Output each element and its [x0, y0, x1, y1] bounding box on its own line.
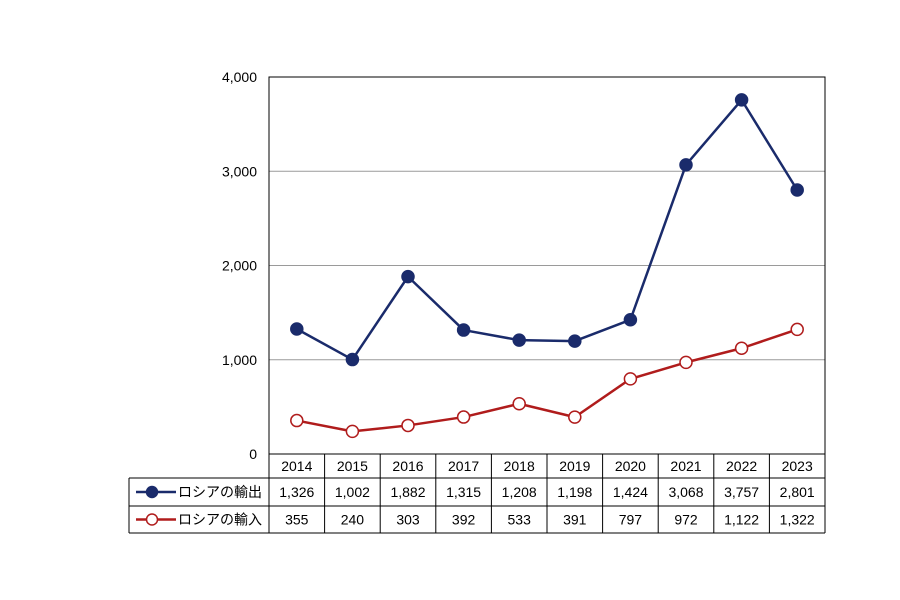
data-point	[512, 397, 526, 411]
data-label: 1,208	[502, 484, 537, 500]
data-point	[790, 322, 804, 337]
data-point	[679, 158, 693, 172]
x-tick-label: 2023	[782, 458, 813, 474]
x-tick-label: 2018	[504, 458, 535, 474]
data-point	[512, 333, 526, 347]
data-label: 1,322	[780, 512, 815, 528]
data-label: 1,122	[724, 512, 759, 528]
x-tick-label: 2020	[615, 458, 646, 474]
data-table: 2014 2015 2016 2017 2018 2019 2020 2021 2022 2023…	[128, 453, 826, 534]
data-point	[734, 341, 749, 356]
data-label: 797	[619, 512, 643, 528]
data-label: 392	[452, 512, 476, 528]
data-label: 2,801	[780, 484, 815, 500]
data-point	[345, 352, 360, 367]
data-label: 1,424	[613, 484, 648, 500]
data-point	[790, 183, 804, 197]
data-label: 303	[396, 512, 420, 528]
data-point	[290, 322, 304, 336]
legend-marker	[145, 513, 159, 526]
data-label: 1,002	[335, 484, 370, 500]
y-tick-label: 0	[249, 446, 257, 462]
legend-label: ロシアの輸入	[178, 512, 262, 528]
y-tick-label: 3,000	[222, 163, 257, 179]
data-label: 355	[285, 512, 309, 528]
y-tick-label: 2,000	[222, 258, 257, 274]
series-line-1	[296, 98, 799, 361]
data-label: 1,882	[390, 484, 425, 500]
data-label: 391	[563, 512, 587, 528]
data-label: 1,315	[446, 484, 481, 500]
x-tick-label: 2021	[670, 458, 701, 474]
data-point	[623, 313, 638, 327]
data-label: 3,757	[724, 484, 759, 500]
y-tick-label: 1,000	[222, 352, 257, 368]
x-tick-label: 2014	[281, 458, 312, 474]
legend-marker	[145, 485, 159, 499]
data-label: 1,326	[279, 484, 314, 500]
y-tick-label: 4,000	[222, 69, 257, 85]
x-tick-label: 2017	[448, 458, 479, 474]
series-lines	[290, 93, 804, 439]
data-point	[401, 269, 415, 284]
data-point	[568, 334, 582, 348]
data-point	[456, 410, 471, 424]
x-tick-label: 2019	[559, 458, 590, 474]
y-axis-ticks: 0 1,000 2,000 3,000 4,000	[222, 69, 257, 462]
data-label: 1,198	[557, 484, 592, 500]
gridlines	[269, 170, 825, 361]
data-point	[568, 410, 582, 424]
data-point	[679, 355, 693, 370]
data-point	[623, 372, 638, 386]
data-point	[456, 323, 471, 337]
x-tick-label: 2015	[337, 458, 368, 474]
x-tick-label: 2016	[392, 458, 423, 474]
data-label: 240	[341, 512, 365, 528]
data-label: 3,068	[668, 484, 703, 500]
legend-label: ロシアの輸出	[178, 484, 262, 500]
data-point	[345, 424, 360, 439]
data-label: 533	[508, 512, 532, 528]
series-line-2	[296, 328, 798, 433]
data-point	[401, 418, 415, 433]
data-point	[734, 93, 749, 107]
data-point	[290, 413, 304, 428]
data-label: 972	[674, 512, 698, 528]
x-tick-label: 2022	[726, 458, 757, 474]
